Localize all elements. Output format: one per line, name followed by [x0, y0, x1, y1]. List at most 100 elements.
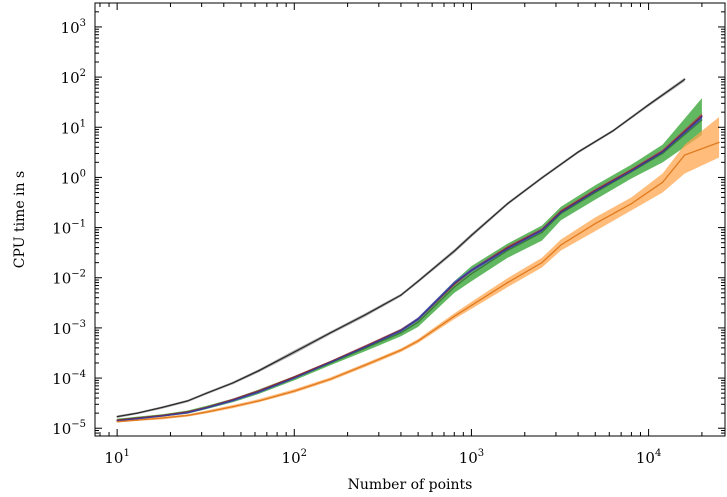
series-1-point — [161, 406, 163, 409]
series-1-point — [116, 416, 118, 418]
y-tick-label: 103 — [61, 18, 86, 37]
series-1-point — [258, 370, 260, 372]
series-1-point — [400, 294, 402, 296]
series-2-band — [117, 98, 702, 422]
series-3-band — [117, 113, 702, 421]
series-4-point — [400, 330, 402, 332]
series-5-point — [470, 304, 473, 307]
series-4-point — [662, 151, 664, 153]
series-2-point — [506, 249, 509, 252]
x-tick-label: 103 — [459, 448, 484, 467]
series-4-point — [187, 411, 189, 414]
x-axis-label: Number of points — [348, 477, 473, 493]
series-4-point — [417, 318, 419, 320]
series-5-point — [453, 315, 455, 317]
series-1-point — [647, 104, 650, 106]
series-4-point — [329, 361, 332, 364]
x-tick-label: 102 — [282, 448, 307, 467]
series-1-point — [187, 400, 189, 402]
series-5-point — [116, 421, 118, 423]
series-5-band — [117, 117, 720, 423]
series-2-line — [117, 119, 703, 421]
tick-labels: 101 102 103 104 10−5 10−4 10−3 10−2 10−1 100 101 10… — [52, 18, 661, 467]
series-2-point — [400, 332, 402, 334]
series-1-point — [453, 250, 455, 252]
series-4-point — [232, 399, 234, 401]
series-5-point — [506, 282, 509, 284]
series-3-point — [701, 115, 703, 117]
series-lines — [116, 78, 720, 423]
series-4-band — [117, 115, 702, 422]
series-5-point — [630, 203, 633, 205]
series-4-point — [560, 211, 562, 214]
series-4-point — [364, 346, 366, 348]
x-tick-label: 104 — [636, 448, 661, 467]
series-2-point — [541, 231, 543, 234]
series-5-point — [594, 223, 596, 225]
series-1-point — [684, 78, 686, 80]
series-2-point — [662, 152, 664, 155]
series-4-point — [701, 116, 703, 118]
y-tick-label: 10−3 — [52, 319, 86, 338]
series-5-line — [117, 141, 720, 423]
series-1-point — [232, 382, 234, 384]
series-4-point — [161, 415, 163, 417]
series-5-point — [684, 154, 686, 156]
series-1-line — [117, 78, 686, 418]
y-tick-label: 100 — [61, 168, 86, 187]
series-1-point — [612, 130, 614, 132]
series-1-point — [293, 351, 295, 353]
plot-frame — [94, 2, 726, 437]
series-5-point — [662, 181, 664, 183]
series-4-point — [206, 407, 208, 409]
y-tick-label: 10−5 — [52, 419, 86, 438]
series-5-point — [187, 414, 189, 417]
series-2-point — [470, 273, 473, 275]
series-5-point — [293, 390, 295, 392]
series-4-point — [470, 269, 473, 272]
y-tick-label: 101 — [61, 118, 86, 137]
series-1-point — [206, 392, 208, 394]
y-tick-label: 10−2 — [52, 269, 86, 288]
series-5-point — [232, 405, 234, 408]
series-2-point — [417, 321, 419, 323]
series-4-point — [594, 190, 596, 192]
series-1-point — [506, 203, 509, 205]
series-4-point — [541, 229, 543, 231]
series-5-point — [541, 262, 543, 264]
series-1-point — [577, 151, 579, 153]
y-tick-label: 10−1 — [52, 219, 86, 238]
series-5-point — [161, 417, 163, 419]
series-1-point — [329, 332, 332, 334]
series-1-point — [364, 314, 366, 316]
series-4-point — [136, 418, 138, 420]
series-1-point — [470, 234, 473, 236]
x-tick-label: 101 — [104, 448, 129, 467]
series-4-line — [117, 116, 703, 422]
series-2-point — [701, 119, 703, 121]
series-2-point — [453, 286, 455, 288]
series-4-point — [506, 248, 509, 250]
series-1-point — [136, 412, 138, 414]
series-5-point — [400, 349, 402, 351]
series-1-band — [117, 77, 685, 418]
series-5-point — [417, 340, 419, 342]
confidence-bands — [117, 77, 720, 423]
axis-ticks — [95, 2, 725, 437]
series-5-point — [718, 141, 720, 143]
series-4-point — [293, 377, 295, 379]
series-4-point — [453, 282, 455, 284]
y-tick-label: 10−4 — [52, 369, 86, 388]
series-5-point — [560, 244, 562, 246]
y-tick-label: 102 — [61, 68, 86, 87]
series-1-point — [417, 280, 419, 282]
series-5-point — [364, 364, 366, 366]
series-5-point — [136, 419, 138, 421]
series-5-point — [329, 378, 332, 380]
series-4-point — [630, 170, 633, 172]
series-5-point — [206, 411, 208, 413]
series-1-point — [541, 177, 543, 179]
y-axis-label: CPU time in s — [12, 171, 28, 268]
series-5-point — [258, 400, 260, 402]
